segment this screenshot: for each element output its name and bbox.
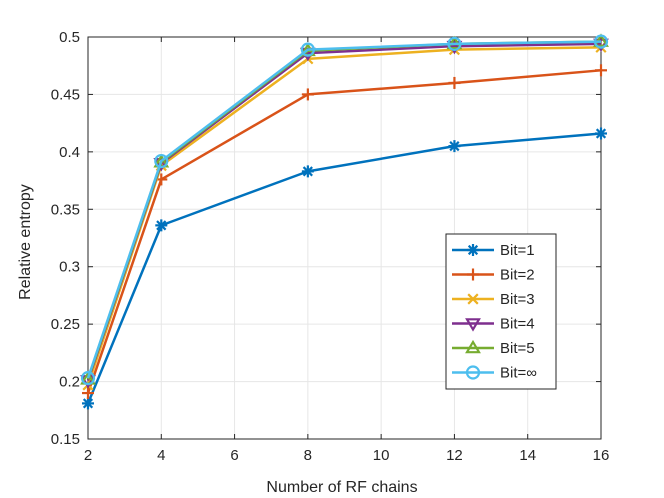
y-axis-ticks: 0.15 0.2 0.25 0.3 0.35 0.4 0.45 0.5 bbox=[51, 29, 601, 448]
legend-label: Bit=4 bbox=[500, 316, 535, 333]
legend-marker bbox=[465, 365, 481, 380]
data-point bbox=[80, 371, 96, 386]
legend-label: Bit=∞ bbox=[500, 365, 537, 382]
legend-label: Bit=1 bbox=[500, 242, 535, 259]
data-point bbox=[595, 127, 607, 140]
legend-item: Bit=2 bbox=[452, 267, 535, 284]
legend-label: Bit=3 bbox=[500, 291, 535, 308]
data-point bbox=[82, 397, 94, 410]
y-tick-label: 0.2 bbox=[59, 374, 80, 391]
data-point bbox=[448, 140, 461, 153]
x-tick-label: 10 bbox=[373, 447, 390, 464]
legend-box bbox=[445, 233, 557, 390]
y-tick-label: 0.5 bbox=[59, 29, 80, 46]
x-tick-label: 8 bbox=[304, 447, 312, 464]
legend-marker bbox=[467, 293, 479, 305]
legend-label: Bit=2 bbox=[500, 267, 535, 284]
legend-item: Bit=4 bbox=[452, 316, 535, 333]
y-tick-label: 0.15 bbox=[51, 431, 80, 448]
data-point bbox=[153, 158, 170, 172]
x-axis-ticks: 2 4 6 8 10 12 14 16 bbox=[84, 37, 610, 464]
plot-area bbox=[87, 36, 602, 440]
x-axis-label: Number of RF chains bbox=[266, 479, 417, 496]
legend-marker bbox=[467, 268, 479, 281]
x-tick-label: 14 bbox=[519, 447, 536, 464]
x-tick-label: 16 bbox=[593, 447, 610, 464]
legend-marker bbox=[465, 318, 481, 332]
legend-item: Bit=∞ bbox=[452, 365, 537, 382]
y-axis-label: Relative entropy bbox=[17, 184, 34, 300]
data-point bbox=[154, 153, 169, 169]
data-point bbox=[448, 76, 461, 89]
data-point bbox=[447, 36, 462, 51]
legend-item: Bit=3 bbox=[452, 291, 535, 308]
data-point bbox=[593, 34, 609, 49]
legend-marker bbox=[467, 244, 479, 256]
x-tick-label: 6 bbox=[230, 447, 238, 464]
data-point bbox=[301, 88, 314, 101]
legend-marker bbox=[465, 339, 481, 354]
data-point bbox=[155, 219, 168, 232]
y-tick-label: 0.45 bbox=[51, 86, 80, 103]
data-point bbox=[301, 165, 314, 178]
y-tick-label: 0.4 bbox=[59, 144, 80, 161]
data-point bbox=[82, 387, 94, 400]
x-tick-label: 4 bbox=[157, 447, 165, 464]
legend-item: Bit=1 bbox=[452, 242, 535, 259]
y-tick-label: 0.35 bbox=[51, 201, 80, 218]
x-tick-label: 2 bbox=[84, 447, 92, 464]
series-lines bbox=[80, 33, 609, 410]
data-point bbox=[300, 42, 315, 57]
series-line-6 bbox=[86, 40, 602, 379]
x-tick-label: 12 bbox=[446, 447, 463, 464]
y-tick-label: 0.3 bbox=[59, 259, 80, 276]
y-tick-label: 0.25 bbox=[51, 316, 80, 333]
legend: Bit=1 Bit=2 Bit=3 Bit=4 Bit=5 Bit=∞ bbox=[445, 233, 557, 390]
data-point bbox=[595, 64, 607, 77]
legend-label: Bit=5 bbox=[500, 340, 535, 357]
legend-item: Bit=5 bbox=[452, 339, 535, 357]
